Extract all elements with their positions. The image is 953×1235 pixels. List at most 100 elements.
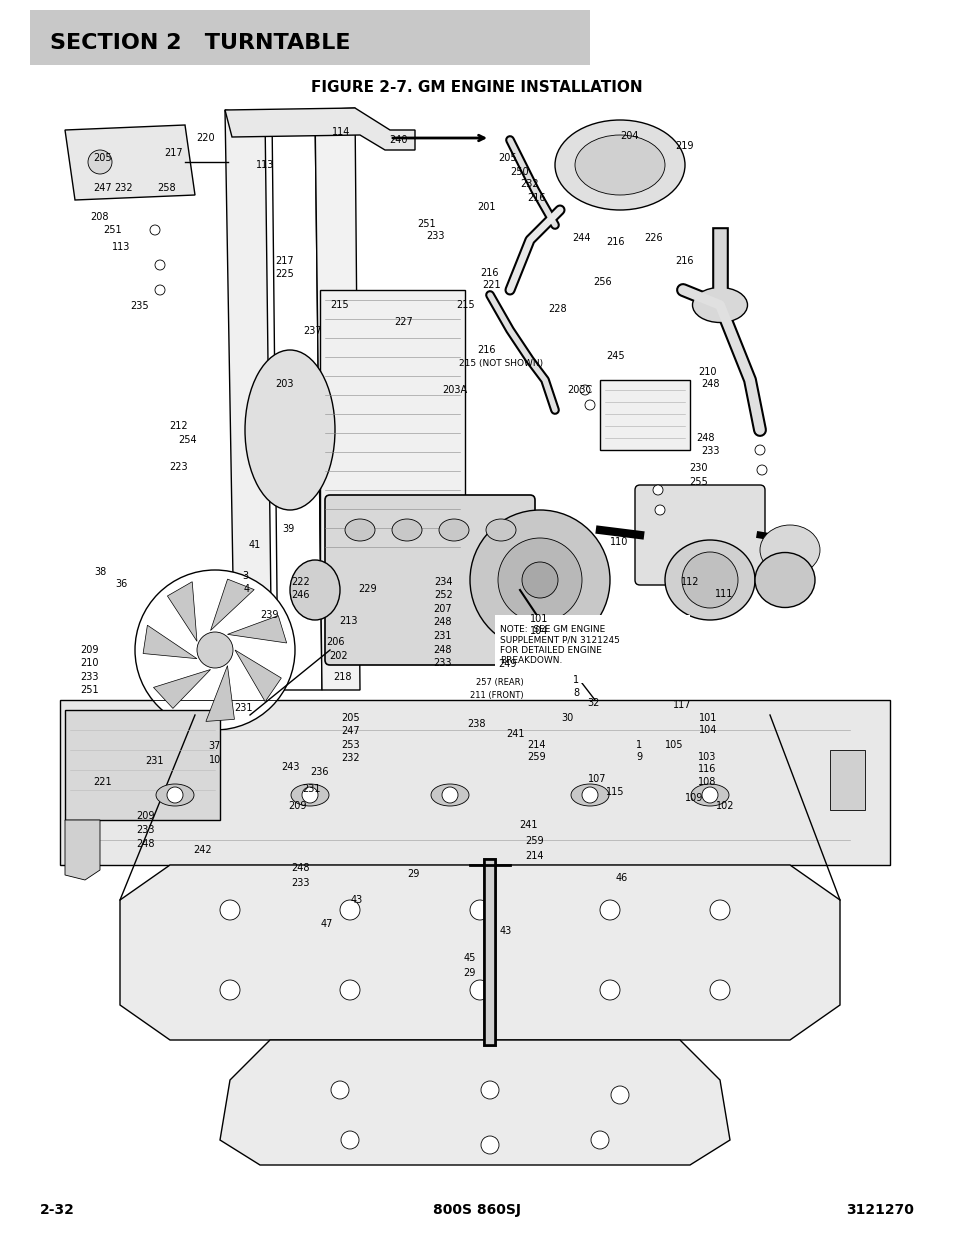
Text: 206: 206 (326, 637, 345, 647)
Bar (829, 750, 864, 810)
Circle shape (154, 261, 165, 270)
Circle shape (610, 1086, 628, 1104)
Text: 233: 233 (700, 446, 720, 456)
Bar (65, 710, 220, 820)
Text: SECTION 2   TURNTABLE: SECTION 2 TURNTABLE (50, 33, 350, 53)
Text: 233: 233 (426, 231, 445, 241)
Circle shape (302, 787, 317, 803)
Circle shape (340, 1131, 358, 1149)
Ellipse shape (555, 120, 684, 210)
Text: NOTE:  SEE GM ENGINE
SUPPLEMENT P/N 3121245
FOR DETAILED ENGINE
BREAKDOWN.: NOTE: SEE GM ENGINE SUPPLEMENT P/N 31212… (499, 625, 619, 666)
Circle shape (339, 900, 359, 920)
Text: 214: 214 (526, 740, 545, 750)
Text: 245: 245 (605, 351, 624, 361)
Text: 240: 240 (389, 135, 408, 144)
Text: 235: 235 (130, 301, 149, 311)
Text: 203A: 203A (442, 385, 467, 395)
Ellipse shape (156, 784, 193, 806)
Text: 3121270: 3121270 (845, 1203, 913, 1216)
Text: 2-32: 2-32 (40, 1203, 74, 1216)
FancyBboxPatch shape (325, 495, 535, 664)
Text: 105: 105 (664, 740, 683, 750)
Text: 216: 216 (675, 256, 694, 266)
Text: 209: 209 (80, 645, 99, 655)
Text: 233: 233 (433, 658, 452, 668)
Text: 800S 860SJ: 800S 860SJ (433, 1203, 520, 1216)
Text: 104: 104 (529, 626, 548, 636)
Text: 29: 29 (407, 869, 418, 879)
Text: 227: 227 (394, 317, 413, 327)
Text: 242: 242 (193, 845, 212, 855)
Text: 117: 117 (672, 700, 691, 710)
Text: 210: 210 (698, 367, 717, 377)
Text: 232: 232 (340, 753, 359, 763)
Polygon shape (167, 582, 196, 641)
Text: 248: 248 (135, 839, 154, 848)
Circle shape (167, 787, 183, 803)
Ellipse shape (692, 288, 747, 322)
Circle shape (599, 900, 619, 920)
Text: 108: 108 (697, 777, 716, 787)
Circle shape (709, 900, 729, 920)
Text: 248: 248 (433, 618, 452, 627)
Text: 3: 3 (242, 571, 248, 580)
Text: 251: 251 (80, 685, 99, 695)
Circle shape (590, 1131, 608, 1149)
Text: 241: 241 (505, 729, 524, 739)
Text: 217: 217 (164, 148, 183, 158)
Text: 221: 221 (481, 280, 500, 290)
Text: 1: 1 (636, 740, 641, 750)
Text: 229: 229 (357, 584, 376, 594)
Text: 231: 231 (302, 784, 321, 794)
Circle shape (754, 445, 764, 454)
Text: 102: 102 (715, 802, 734, 811)
Text: 116: 116 (697, 764, 716, 774)
Text: 114: 114 (332, 127, 351, 137)
Circle shape (196, 632, 233, 668)
Circle shape (652, 485, 662, 495)
Text: 233: 233 (80, 672, 99, 682)
Text: 207: 207 (433, 604, 452, 614)
Circle shape (470, 510, 609, 650)
Text: 219: 219 (675, 141, 694, 151)
Text: 232: 232 (114, 183, 133, 193)
Ellipse shape (664, 540, 754, 620)
Text: 241: 241 (518, 820, 537, 830)
Circle shape (154, 285, 165, 295)
Ellipse shape (291, 784, 329, 806)
Text: 244: 244 (572, 233, 591, 243)
Text: 8: 8 (573, 688, 578, 698)
Text: 234: 234 (434, 577, 453, 587)
Text: 247: 247 (92, 183, 112, 193)
Text: 115: 115 (605, 787, 624, 797)
Circle shape (220, 981, 240, 1000)
Text: 233: 233 (135, 825, 154, 835)
Circle shape (339, 981, 359, 1000)
Text: 104: 104 (698, 725, 717, 735)
Text: 247: 247 (340, 726, 359, 736)
Circle shape (584, 400, 595, 410)
Circle shape (681, 552, 738, 608)
Text: 214: 214 (524, 851, 543, 861)
Ellipse shape (754, 552, 814, 608)
Ellipse shape (575, 135, 664, 195)
Text: 205: 205 (92, 153, 112, 163)
Ellipse shape (760, 525, 820, 576)
Text: 203C: 203C (567, 385, 592, 395)
Circle shape (135, 571, 294, 730)
Text: 213: 213 (338, 616, 357, 626)
Circle shape (701, 787, 718, 803)
Text: 237: 237 (303, 326, 322, 336)
Circle shape (521, 562, 558, 598)
Bar (30, 100, 923, 1174)
Circle shape (220, 900, 240, 920)
Text: 113: 113 (112, 242, 131, 252)
Text: 252: 252 (434, 590, 453, 600)
Text: 228: 228 (547, 304, 566, 314)
Text: 216: 216 (479, 268, 498, 278)
Text: 211 (FRONT): 211 (FRONT) (470, 690, 523, 700)
Text: 111: 111 (714, 589, 733, 599)
Text: 45: 45 (463, 953, 475, 963)
Bar (30, 10, 589, 65)
Text: 201: 201 (476, 203, 496, 212)
